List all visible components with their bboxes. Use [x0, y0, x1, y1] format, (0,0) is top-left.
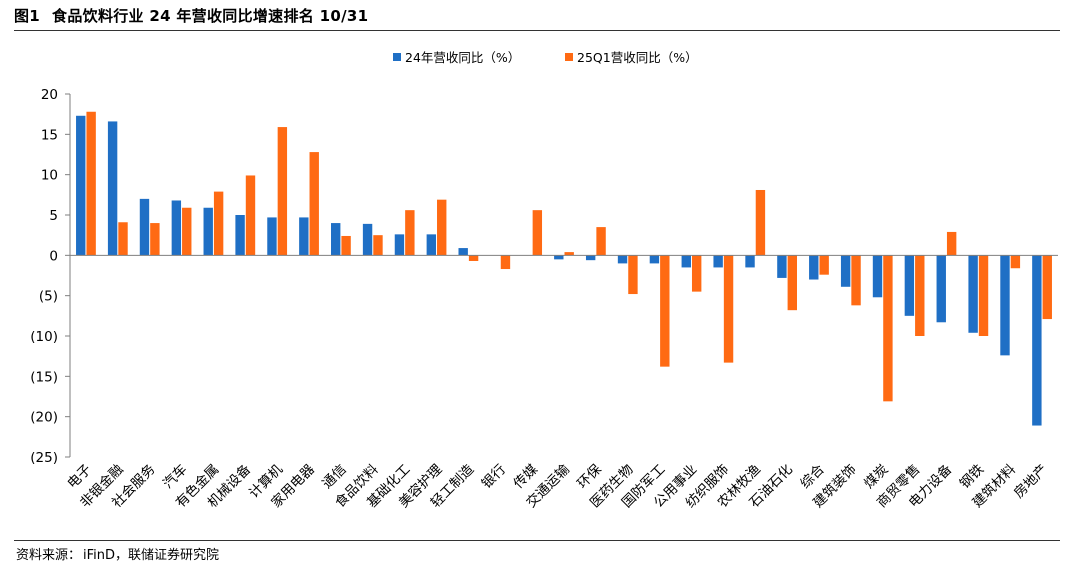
bar-2024-6	[235, 215, 245, 256]
bar-2024-11	[394, 234, 405, 256]
bar-2024-7	[267, 217, 277, 256]
bottom-rule	[14, 540, 1060, 541]
bar-25q1-18	[628, 255, 638, 295]
bar-2024-12	[426, 234, 437, 256]
bar-25q1-8	[309, 152, 319, 256]
y-tick-label: (25)	[30, 450, 58, 466]
source-note: 资料来源： iFinD，联储证券研究院	[16, 544, 219, 563]
bar-2024-30	[1000, 255, 1010, 356]
bar-25q1-7	[277, 127, 288, 256]
bar-2024-10	[362, 223, 373, 256]
bar-2024-13	[458, 248, 468, 256]
bar-25q1-19	[660, 255, 670, 367]
bar-2024-20	[681, 255, 691, 268]
bar-2024-18	[617, 255, 628, 264]
y-tick-label: (15)	[30, 369, 58, 385]
bar-2024-31	[1032, 255, 1042, 426]
bar-25q1-9	[341, 235, 351, 256]
bar-25q1-22	[755, 189, 766, 256]
bar-2024-2	[107, 121, 118, 256]
bar-25q1-29	[978, 255, 989, 336]
legend-swatch-2	[565, 53, 573, 61]
bar-25q1-21	[723, 255, 734, 363]
y-axis: 20 15 10 5 0 (5) (10) (15) (20) (25)	[30, 87, 71, 466]
bar-25q1-13	[468, 255, 479, 261]
legend-label-1: 24年营收同比（%）	[405, 50, 520, 65]
bar-2024-28	[936, 255, 946, 323]
source-value: iFinD，联储证券研究院	[83, 548, 220, 563]
bar-25q1-27	[915, 255, 925, 336]
bar-25q1-2	[118, 222, 128, 256]
bar-25q1-3	[150, 223, 160, 256]
source-label: 资料来源：	[16, 548, 82, 563]
bar-25q1-25	[851, 255, 861, 306]
bar-25q1-6	[245, 175, 256, 256]
bar-25q1-14	[500, 255, 511, 270]
bar-2024-8	[299, 217, 309, 256]
bar-chart: 24年营收同比（%） 25Q1营收同比（%） 20 15 10 5 0 (5) (10) (15…	[30, 50, 1058, 511]
bar-2024-21	[713, 255, 723, 268]
bar-25q1-1	[86, 111, 96, 256]
bar-25q1-20	[691, 255, 702, 292]
bar-2024-27	[904, 255, 915, 316]
y-tick-label: 20	[41, 87, 58, 103]
bar-25q1-26	[883, 255, 893, 402]
y-tick-label: 10	[41, 168, 58, 184]
bar-2024-4	[171, 200, 182, 256]
legend-label-2: 25Q1营收同比（%）	[577, 50, 698, 65]
legend: 24年营收同比（%） 25Q1营收同比（%）	[393, 50, 698, 65]
bar-25q1-4	[182, 207, 192, 256]
bar-2024-23	[777, 255, 787, 278]
bar-25q1-31	[1042, 255, 1052, 320]
figure-title: 图1 食品饮料行业 24 年营收同比增速排名 10/31	[14, 5, 368, 26]
figure-title-text: 食品饮料行业 24 年营收同比增速排名 10/31	[52, 7, 369, 25]
bar-25q1-17	[596, 227, 606, 256]
legend-swatch-1	[393, 53, 401, 61]
y-tick-label: 15	[41, 127, 58, 143]
bar-25q1-24	[819, 255, 829, 275]
bar-25q1-10	[373, 235, 383, 256]
bar-2024-17	[585, 255, 596, 261]
bar-25q1-11	[405, 210, 415, 256]
bar-25q1-30	[1010, 255, 1021, 269]
y-tick-label: (20)	[30, 410, 58, 426]
bar-2024-25	[840, 255, 851, 287]
bar-25q1-12	[437, 199, 447, 256]
x-tick-label: 房地产	[1011, 462, 1051, 502]
x-tick-label: 银行	[479, 462, 509, 492]
bar-2024-9	[331, 223, 341, 256]
bar-25q1-28	[946, 231, 957, 256]
y-tick-label: 0	[49, 248, 58, 264]
y-tick-label: 5	[49, 208, 58, 224]
bar-2024-5	[203, 207, 213, 256]
bar-2024-1	[76, 115, 86, 256]
bar-25q1-23	[787, 255, 797, 311]
bar-25q1-16	[564, 252, 574, 256]
bar-2024-22	[745, 255, 755, 268]
bar-2024-29	[968, 255, 978, 333]
bar-2024-3	[139, 198, 150, 256]
figure-label: 图1	[14, 7, 41, 25]
bar-2024-26	[872, 255, 883, 298]
bar-2024-24	[809, 255, 819, 280]
bar-25q1-5	[213, 191, 224, 256]
bar-25q1-15	[532, 210, 543, 256]
top-rule	[14, 30, 1060, 31]
y-tick-label: (10)	[30, 329, 58, 345]
bars	[76, 111, 1052, 426]
bar-2024-16	[554, 255, 564, 260]
bar-2024-19	[649, 255, 660, 264]
y-tick-label: (5)	[39, 289, 58, 305]
